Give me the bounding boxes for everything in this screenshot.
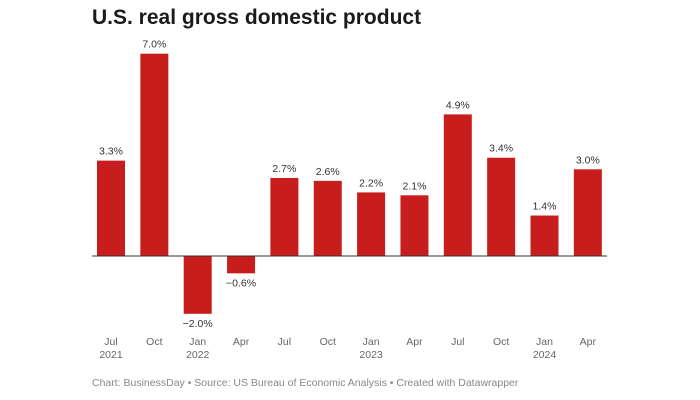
bar	[97, 160, 125, 256]
x-tick-label: Jan	[536, 336, 553, 348]
data-label: 1.4%	[533, 201, 557, 213]
chart-footer: Chart: BusinessDay • Source: US Bureau o…	[92, 377, 519, 389]
x-tick-year: 2021	[99, 349, 123, 361]
x-tick-year: 2022	[186, 349, 210, 361]
bar	[227, 256, 256, 274]
data-label: −0.6%	[226, 277, 256, 289]
x-tick-year: 2023	[359, 349, 383, 361]
x-tick-year: 2024	[533, 349, 557, 361]
data-label: 3.0%	[576, 154, 600, 166]
bar	[573, 169, 602, 256]
data-label: −2.0%	[183, 318, 213, 330]
x-tick-label: Apr	[580, 336, 597, 348]
x-tick-label: Apr	[233, 336, 250, 348]
data-label: 3.4%	[489, 143, 513, 155]
x-tick-label: Apr	[406, 336, 423, 348]
bar	[487, 157, 516, 256]
data-label: 3.3%	[99, 146, 123, 158]
bar	[183, 256, 212, 314]
bar	[313, 180, 342, 256]
x-tick-label: Oct	[320, 336, 336, 348]
x-tick-label: Oct	[146, 336, 162, 348]
bar	[443, 114, 472, 256]
data-label: 2.7%	[272, 163, 296, 175]
bar	[140, 53, 169, 257]
data-label: 2.2%	[359, 177, 383, 189]
data-label: 2.1%	[402, 180, 426, 192]
bar	[530, 215, 559, 256]
x-tick-label: Jan	[363, 336, 380, 348]
bar	[357, 192, 386, 256]
data-label: 7.0%	[142, 39, 166, 51]
x-tick-label: Jul	[104, 336, 117, 348]
chart-title: U.S. real gross domestic product	[92, 6, 422, 29]
x-tick-label: Jan	[189, 336, 206, 348]
x-tick-label: Oct	[493, 336, 509, 348]
data-label: 2.6%	[316, 166, 340, 178]
data-label: 4.9%	[446, 99, 470, 111]
bar	[270, 177, 299, 256]
bar	[400, 195, 429, 256]
x-tick-label: Jul	[278, 336, 291, 348]
x-tick-label: Jul	[451, 336, 464, 348]
